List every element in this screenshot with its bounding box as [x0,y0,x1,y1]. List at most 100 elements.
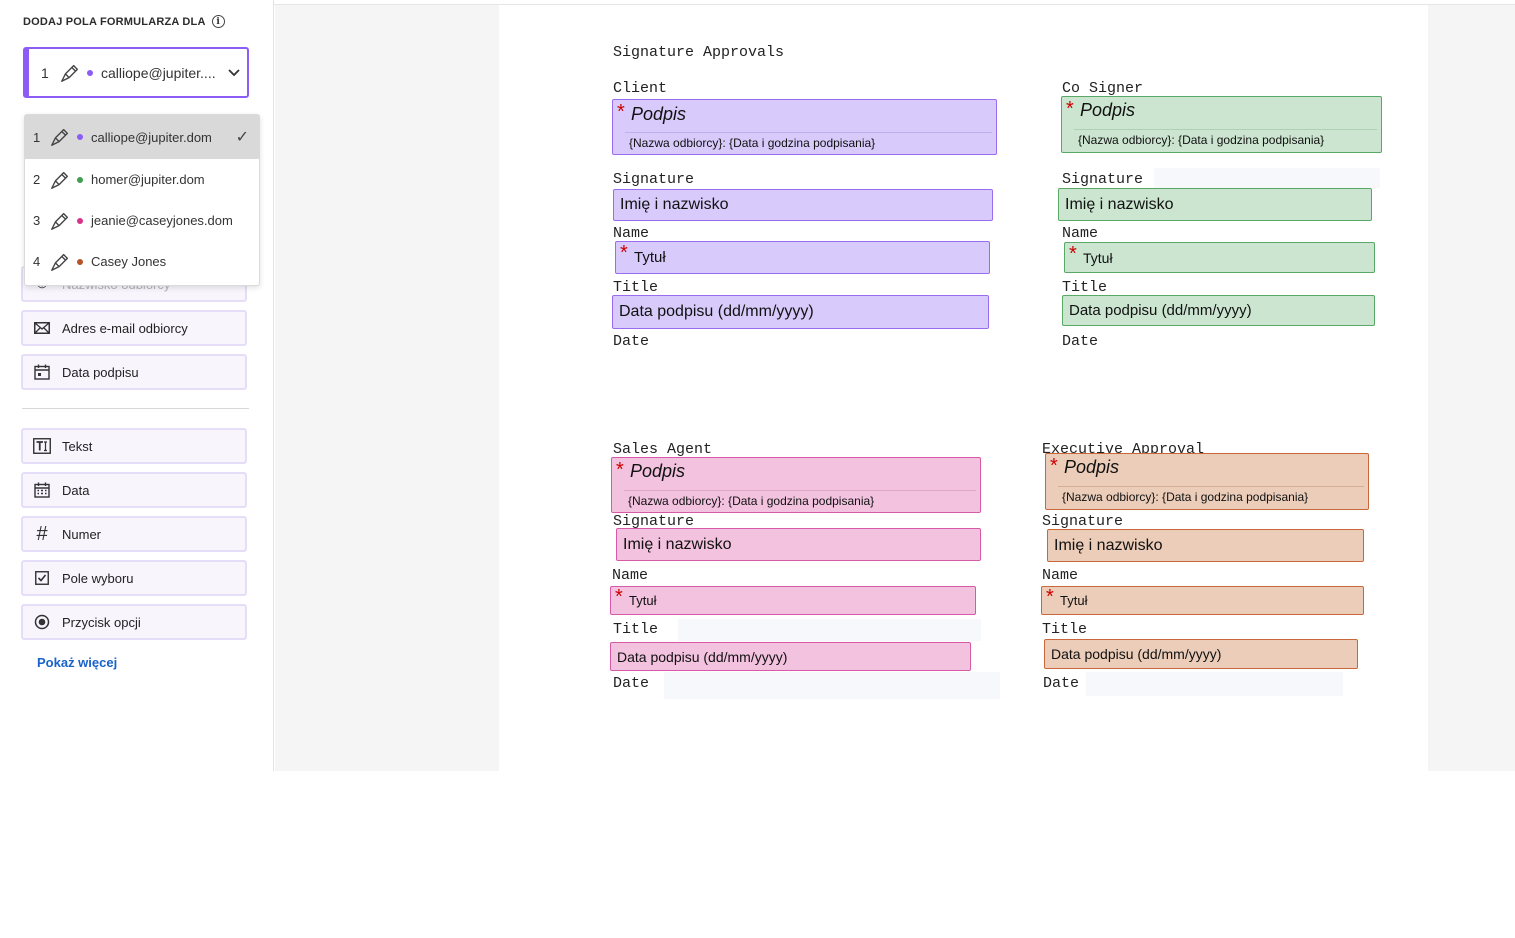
form-fields-sidebar: DODAJ POLA FORMULARZA DLA i 1 calliope@j… [0,0,274,771]
label-signature: Signature [1042,513,1124,530]
label-name: Name [612,567,649,584]
placeholder-line [678,619,981,641]
radio-icon [32,612,52,632]
title-field-co-signer[interactable]: * Tytuł [1064,242,1375,273]
label-title: Title [613,279,659,296]
field-label: Data podpisu [62,364,139,380]
name-field-co-signer[interactable]: Imię i nazwisko [1058,188,1372,221]
sidebar-header-label: DODAJ POLA FORMULARZA DLA [23,15,206,28]
field-text: Data podpisu (dd/mm/yyyy) [1069,302,1252,319]
option-number: 2 [33,172,41,187]
signature-title: Podpis [1064,457,1120,477]
field-checkbox[interactable]: Pole wyboru [21,560,247,596]
field-text: Data podpisu (dd/mm/yyyy) [1051,646,1222,662]
divider [1074,129,1377,130]
label-date: Date [1043,675,1080,692]
section-sales-agent: Sales Agent [613,441,713,458]
title-field-sales-agent[interactable]: * Tytuł [610,586,976,615]
label-date: Date [613,333,650,350]
recipient-number: 1 [41,64,49,81]
color-dot [77,258,83,265]
name-field-executive[interactable]: Imię i nazwisko [1047,529,1364,562]
signature-field-co-signer[interactable]: * Podpis {Nazwa odbiorcy}: {Data i godzi… [1061,96,1382,153]
label-date: Date [613,675,650,692]
field-date[interactable]: Data [21,472,247,508]
recipient-label: calliope@jupiter.... [101,64,216,81]
info-icon[interactable]: i [211,15,225,28]
required-mark: * [1066,98,1074,120]
label-signature: Signature [1062,171,1144,188]
placeholder-line [1086,672,1343,696]
recipient-option-2[interactable]: 2 homer@jupiter.dom [25,159,259,200]
recipient-option-3[interactable]: 3 jeanie@caseyjones.dom [25,200,259,241]
divider [625,132,992,133]
field-number[interactable]: # Numer [21,516,247,552]
divider [624,490,976,491]
option-number: 1 [33,129,41,145]
field-text: Imię i nazwisko [1065,195,1174,213]
label-title: Title [1042,621,1088,638]
recipient-option-4[interactable]: 4 Casey Jones [25,241,259,282]
title-field-executive[interactable]: * Tytuł [1041,586,1364,615]
label-name: Name [1062,225,1099,242]
pen-icon [51,253,69,271]
option-label: jeanie@caseyjones.dom [91,213,233,228]
date-field-client[interactable]: Data podpisu (dd/mm/yyyy) [612,295,989,329]
name-field-sales-agent[interactable]: Imię i nazwisko [616,528,981,561]
label-date: Date [1062,333,1099,350]
signature-field-sales-agent[interactable]: * Podpis {Nazwa odbiorcy}: {Data i godzi… [611,457,981,513]
field-text: Imię i nazwisko [620,196,729,213]
date-field-executive[interactable]: Data podpisu (dd/mm/yyyy) [1044,639,1358,669]
label-title: Title [613,621,659,638]
sidebar-divider [22,408,249,409]
calendar-icon [32,480,52,500]
field-text: Data podpisu (dd/mm/yyyy) [619,303,814,320]
checkmark-icon: ✓ [235,129,249,146]
field-text: Data podpisu (dd/mm/yyyy) [617,648,788,665]
pen-icon [61,64,79,82]
field-label: Przycisk opcji [62,614,141,630]
field-text: Tytuł [634,249,666,266]
pen-icon [51,128,69,146]
label-title: Title [1062,279,1108,296]
required-mark: * [620,242,628,264]
date-field-co-signer[interactable]: Data podpisu (dd/mm/yyyy) [1062,295,1375,326]
signature-subtitle: {Nazwa odbiorcy}: {Data i godzina podpis… [629,136,876,150]
signature-field-executive[interactable]: * Podpis {Nazwa odbiorcy}: {Data i godzi… [1045,453,1369,510]
option-number: 4 [33,254,41,269]
signature-subtitle: {Nazwa odbiorcy}: {Data i godzina podpis… [1062,490,1309,504]
field-sign-date[interactable]: Data podpisu [21,354,247,390]
field-label: Data [62,482,90,498]
color-dot [77,134,83,140]
placeholder-line [664,672,1000,699]
recipient-option-1[interactable]: 1 calliope@jupiter.dom ✓ [25,115,259,159]
pen-icon [51,171,69,189]
pen-icon [51,212,69,230]
text-icon [32,436,52,456]
signature-field-client[interactable]: * Podpis {Nazwa odbiorcy}: {Data i godzi… [612,99,997,155]
recipient-color-dot [87,69,93,76]
document-heading: Signature Approvals [613,44,785,61]
field-label: Tekst [62,438,93,454]
required-mark: * [616,459,624,481]
divider [1058,486,1364,487]
required-mark: * [1069,243,1077,265]
placeholder-line [1154,168,1380,188]
field-text[interactable]: Tekst [21,428,247,464]
field-radio[interactable]: Przycisk opcji [21,604,247,640]
option-label: homer@jupiter.dom [91,172,205,187]
field-recipient-email[interactable]: Adres e-mail odbiorcy [21,310,247,346]
recipient-select[interactable]: 1 calliope@jupiter.... [23,47,249,98]
section-client: Client [613,80,668,97]
chevron-down-icon [221,66,247,80]
title-field-client[interactable]: * Tytuł [615,241,990,274]
required-mark: * [617,101,625,123]
name-field-client[interactable]: Imię i nazwisko [613,189,993,221]
sidebar-header: DODAJ POLA FORMULARZA DLA i [23,15,225,28]
date-field-sales-agent[interactable]: Data podpisu (dd/mm/yyyy) [610,642,971,671]
show-more-link[interactable]: Pokaż więcej [37,655,118,670]
field-label: Numer [62,526,102,542]
checkbox-icon [32,568,52,588]
color-dot [77,176,83,183]
